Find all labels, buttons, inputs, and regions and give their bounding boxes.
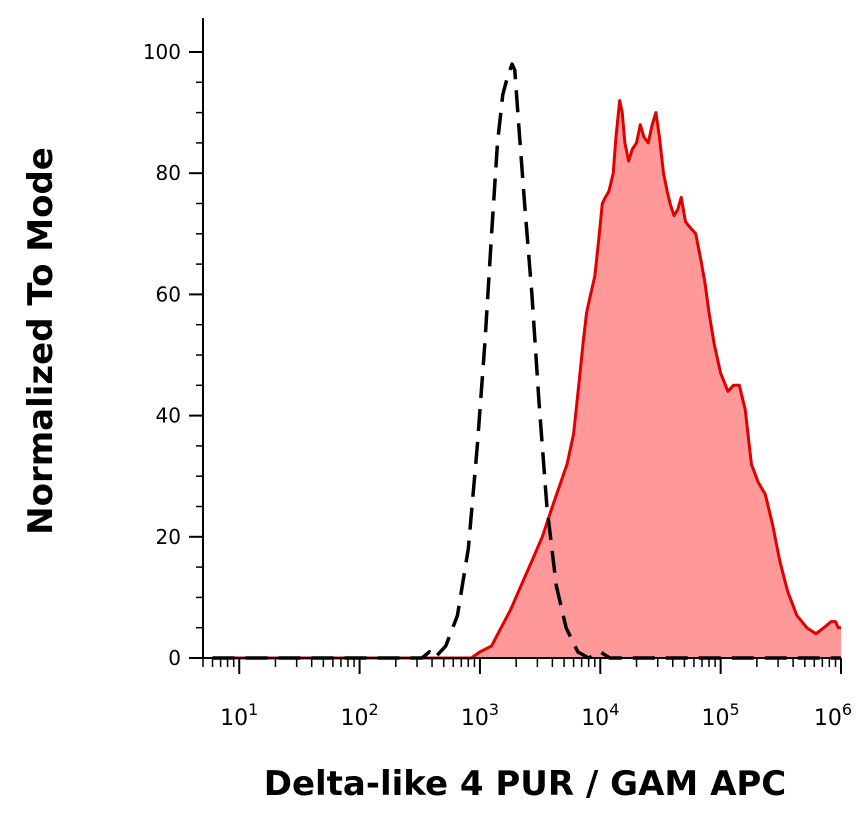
y-tick-label-40: 40 [156,404,181,428]
y-axis-title: Normalized To Mode [21,147,61,535]
ticks-layer: 0 20 40 60 80 100 101 102 103 104 105 106 [143,40,852,731]
control-histogram-line [212,62,841,660]
series-layer [212,62,841,660]
x-tick-label-4: 104 [581,700,619,731]
y-tick-label-60: 60 [156,282,181,306]
sample-histogram-fill [212,100,841,658]
x-tick-label-3: 103 [461,700,499,731]
x-tick-label-2: 102 [340,700,378,731]
axes-layer [202,18,841,659]
sample-histogram-line [212,99,841,660]
x-axis-title: Delta-like 4 PUR / GAM APC [264,764,787,804]
x-tick-label-6: 106 [814,700,852,731]
x-tick-label-5: 105 [702,700,740,731]
x-tick-label-1: 101 [220,700,258,731]
y-tick-label-100: 100 [143,40,181,64]
y-tick-label-80: 80 [156,161,181,185]
y-tick-label-0: 0 [168,646,181,670]
y-tick-label-20: 20 [156,525,181,549]
